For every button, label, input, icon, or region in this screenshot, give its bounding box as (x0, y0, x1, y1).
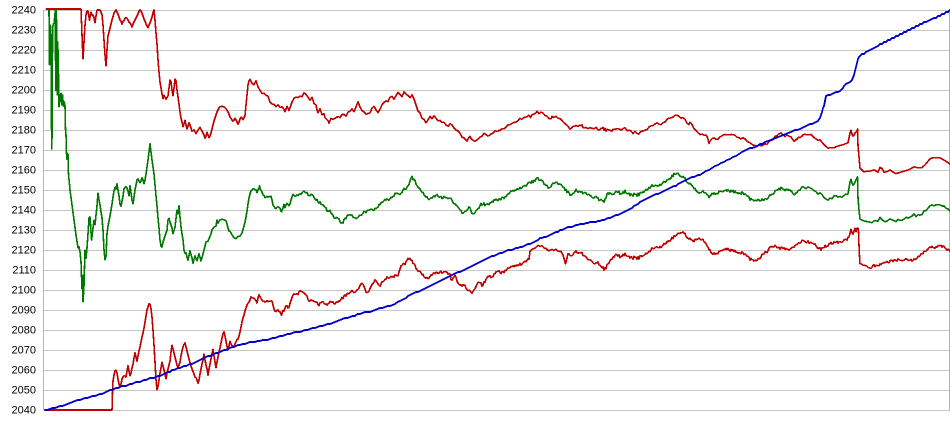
svg-text:2120: 2120 (12, 245, 36, 257)
svg-text:2110: 2110 (12, 265, 36, 277)
svg-text:2200: 2200 (12, 85, 36, 97)
svg-text:2230: 2230 (12, 25, 36, 37)
svg-text:2040: 2040 (12, 405, 36, 417)
svg-text:2240: 2240 (12, 5, 36, 17)
svg-text:2100: 2100 (12, 285, 36, 297)
svg-text:2130: 2130 (12, 225, 36, 237)
svg-text:2070: 2070 (12, 345, 36, 357)
svg-text:2160: 2160 (12, 165, 36, 177)
svg-text:2220: 2220 (12, 45, 36, 57)
svg-text:2190: 2190 (12, 105, 36, 117)
svg-text:2060: 2060 (12, 365, 36, 377)
svg-text:2050: 2050 (12, 385, 36, 397)
svg-text:2170: 2170 (12, 145, 36, 157)
svg-text:2140: 2140 (12, 205, 36, 217)
svg-text:2090: 2090 (12, 305, 36, 317)
svg-text:2150: 2150 (12, 185, 36, 197)
svg-text:2080: 2080 (12, 325, 36, 337)
svg-text:2210: 2210 (12, 65, 36, 77)
svg-text:2180: 2180 (12, 125, 36, 137)
